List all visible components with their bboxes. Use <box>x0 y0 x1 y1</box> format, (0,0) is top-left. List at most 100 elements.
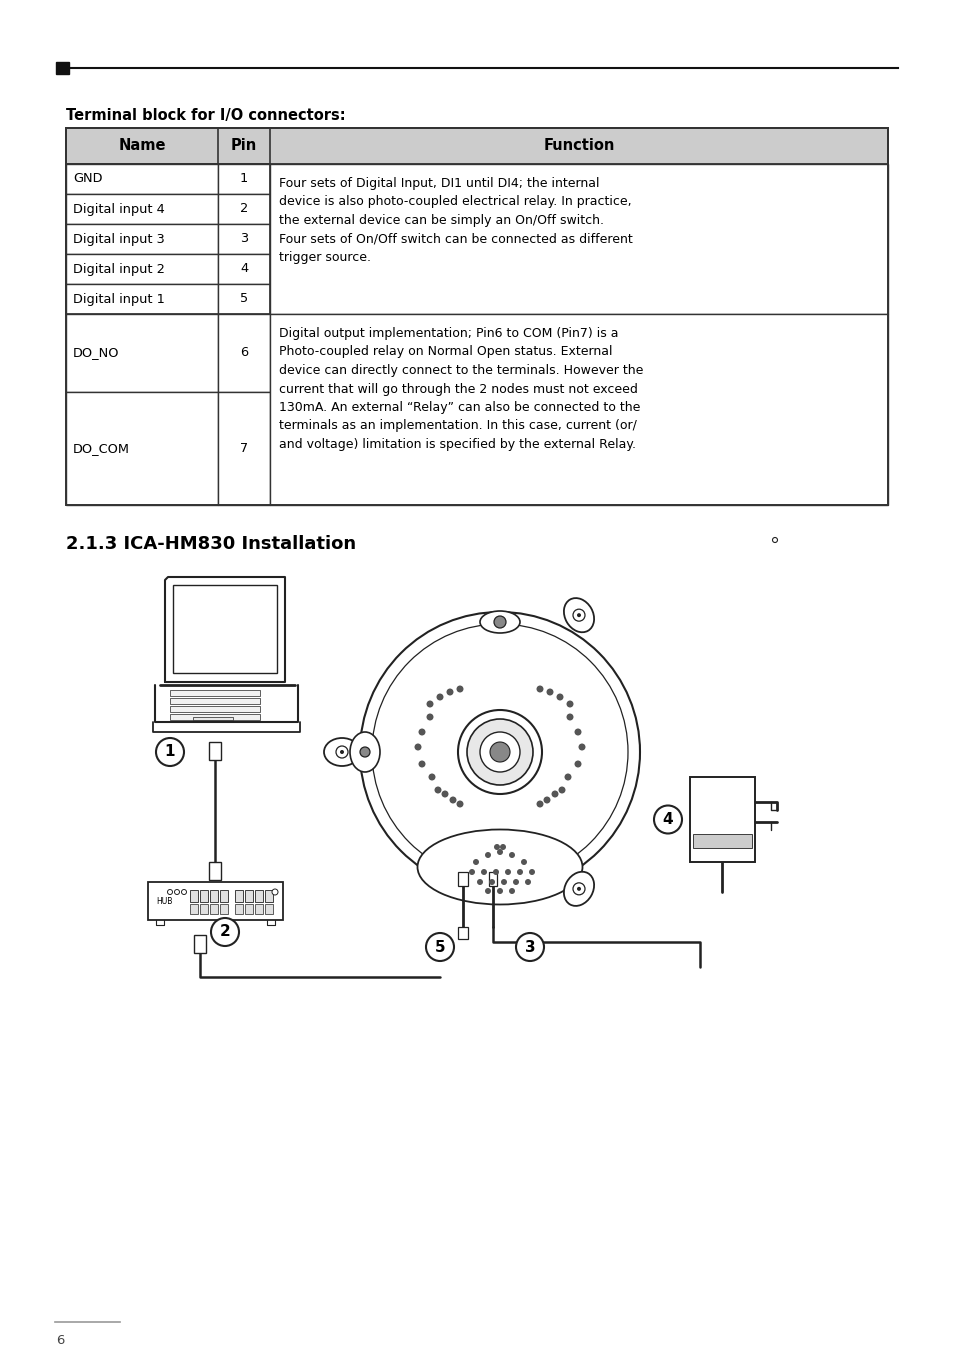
Text: Digital input 4: Digital input 4 <box>73 203 165 215</box>
Circle shape <box>428 773 435 780</box>
Text: Pin: Pin <box>231 138 257 153</box>
Ellipse shape <box>479 611 519 634</box>
Bar <box>220 890 228 902</box>
Bar <box>218 314 270 393</box>
Bar <box>254 904 263 914</box>
Text: 6: 6 <box>240 347 248 360</box>
Ellipse shape <box>563 598 594 632</box>
Circle shape <box>414 743 421 750</box>
Circle shape <box>574 728 581 735</box>
Bar <box>170 691 260 696</box>
Circle shape <box>577 887 580 891</box>
Bar <box>218 223 270 255</box>
Ellipse shape <box>563 872 594 906</box>
Bar <box>218 194 270 223</box>
Text: Digital input 2: Digital input 2 <box>73 263 165 275</box>
Circle shape <box>509 852 515 858</box>
Circle shape <box>457 709 541 793</box>
Bar <box>220 904 228 914</box>
Circle shape <box>524 879 531 886</box>
Bar <box>190 890 198 902</box>
Circle shape <box>573 609 584 621</box>
Circle shape <box>556 693 563 700</box>
Text: 5: 5 <box>435 940 445 955</box>
Text: 4: 4 <box>240 263 248 275</box>
Circle shape <box>513 879 518 886</box>
Circle shape <box>536 800 543 807</box>
Circle shape <box>372 624 627 880</box>
Text: 7: 7 <box>240 441 248 455</box>
Circle shape <box>577 613 580 617</box>
Text: 1: 1 <box>239 172 248 185</box>
Circle shape <box>272 890 277 895</box>
Circle shape <box>536 685 543 692</box>
Circle shape <box>551 791 558 798</box>
Bar <box>172 585 276 673</box>
Circle shape <box>418 728 425 735</box>
Circle shape <box>574 761 581 768</box>
Bar <box>210 904 218 914</box>
Circle shape <box>564 773 571 780</box>
Circle shape <box>446 688 453 696</box>
Bar <box>218 164 270 194</box>
Circle shape <box>520 858 526 865</box>
Bar <box>190 904 198 914</box>
Bar <box>234 890 243 902</box>
Circle shape <box>476 879 482 886</box>
Text: 2: 2 <box>219 925 230 940</box>
Circle shape <box>566 700 573 708</box>
Circle shape <box>578 743 585 750</box>
Circle shape <box>174 890 179 895</box>
Bar <box>265 904 273 914</box>
Text: Digital input 1: Digital input 1 <box>73 292 165 306</box>
Circle shape <box>497 849 502 854</box>
Circle shape <box>467 719 533 785</box>
Bar <box>170 714 260 720</box>
Circle shape <box>168 890 172 895</box>
Circle shape <box>473 858 478 865</box>
Bar <box>692 834 751 848</box>
Circle shape <box>543 796 550 803</box>
Bar <box>66 129 887 164</box>
Bar <box>170 699 260 704</box>
Bar <box>170 705 260 712</box>
Bar <box>66 284 218 314</box>
Bar <box>148 881 283 919</box>
Ellipse shape <box>350 733 379 772</box>
Circle shape <box>441 791 448 798</box>
Circle shape <box>497 888 502 894</box>
Circle shape <box>484 888 491 894</box>
Circle shape <box>359 612 639 892</box>
Circle shape <box>426 714 433 720</box>
Circle shape <box>489 879 495 886</box>
Circle shape <box>558 787 565 793</box>
Bar <box>200 890 208 902</box>
Circle shape <box>211 918 239 946</box>
Circle shape <box>434 787 441 793</box>
Text: Terminal block for I/O connectors:: Terminal block for I/O connectors: <box>66 108 345 123</box>
Bar <box>265 890 273 902</box>
Circle shape <box>359 747 370 757</box>
Circle shape <box>456 685 463 692</box>
Bar <box>66 194 218 223</box>
Circle shape <box>546 688 553 696</box>
Bar <box>270 314 887 505</box>
Circle shape <box>436 693 443 700</box>
Bar <box>66 393 218 505</box>
Bar <box>457 927 468 940</box>
Bar <box>218 255 270 284</box>
Circle shape <box>490 742 510 762</box>
Circle shape <box>426 933 454 961</box>
Bar <box>218 284 270 314</box>
Bar <box>245 890 253 902</box>
Bar <box>66 255 218 284</box>
Ellipse shape <box>324 738 359 766</box>
Circle shape <box>772 538 777 543</box>
Circle shape <box>509 888 515 894</box>
Circle shape <box>516 933 543 961</box>
Circle shape <box>504 869 511 875</box>
Bar <box>234 904 243 914</box>
Text: DO_COM: DO_COM <box>73 441 130 455</box>
Bar <box>689 777 754 862</box>
Bar <box>209 742 221 760</box>
